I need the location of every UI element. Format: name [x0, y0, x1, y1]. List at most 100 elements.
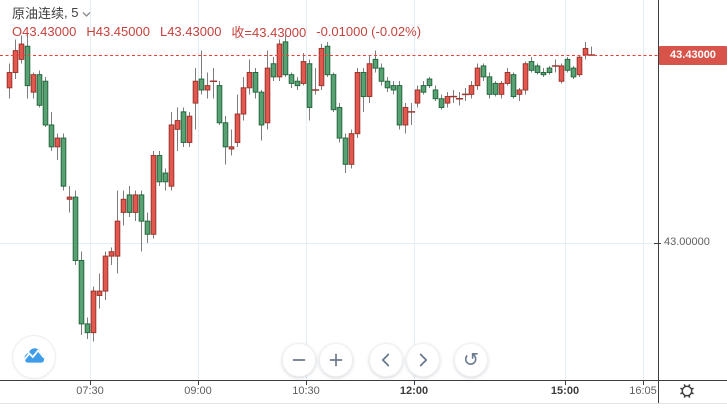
candle-down	[378, 67, 385, 82]
time-axis-label: 15:00	[550, 385, 580, 397]
chevron-right-icon	[419, 353, 428, 367]
candle-doji-up	[449, 95, 458, 98]
ohlc-item: 收=43.43000	[231, 25, 307, 40]
candle-down	[72, 196, 79, 261]
candle-down	[360, 71, 367, 98]
gear-tooth	[688, 384, 691, 387]
settings-gear-icon[interactable]	[677, 381, 697, 401]
gear-tooth	[683, 384, 686, 387]
candle-up	[102, 255, 109, 292]
candle-down	[426, 78, 433, 87]
reset-button[interactable]: ↺	[454, 343, 488, 377]
candle-up	[66, 196, 73, 200]
candle-up	[516, 89, 523, 95]
cloud-chart-logo-icon	[24, 348, 45, 363]
candle-down	[138, 194, 145, 222]
candle-down	[540, 71, 547, 76]
candle-down	[432, 89, 439, 100]
candle-up	[402, 106, 409, 126]
candle-down	[564, 58, 571, 71]
candle-up	[150, 155, 157, 235]
candle-down	[294, 80, 301, 87]
candle-up	[348, 133, 355, 165]
chevron-left-icon	[381, 353, 390, 367]
candle-down	[510, 74, 517, 98]
candle-down	[216, 85, 223, 124]
price-axis-label: 43.00000	[664, 236, 710, 248]
gear-tooth	[680, 392, 683, 395]
candle-up	[90, 290, 97, 334]
candle-down	[156, 155, 163, 183]
candle-doji-up	[311, 89, 320, 91]
chart-header: 原油连续, 5 O43.43000 H43.45000 L43.43000 收=43.…	[12, 4, 421, 40]
pan-left-button[interactable]	[369, 343, 403, 377]
candle-up	[474, 67, 481, 87]
candle-down	[372, 58, 379, 69]
symbol-name[interactable]: 原油连续	[12, 6, 65, 21]
candle-doji-up	[209, 80, 218, 83]
candle-down	[126, 194, 133, 213]
candle-down	[384, 80, 391, 89]
vertical-gridlines	[90, 0, 644, 380]
candle-up	[414, 89, 421, 104]
last-price-badge: 43.43000	[659, 45, 727, 65]
reset-icon: ↺	[463, 349, 479, 371]
candle-up	[444, 96, 451, 104]
symbol-title-row[interactable]: 原油连续, 5	[12, 4, 421, 21]
time-axis-label: 10:30	[292, 385, 320, 397]
candle-up	[114, 220, 121, 257]
candle-up	[12, 50, 19, 73]
candle-doji-up	[551, 65, 560, 67]
candle-down	[270, 63, 277, 78]
candle-doji-up	[407, 111, 416, 113]
candle-down	[342, 137, 349, 165]
candle-up	[246, 71, 253, 89]
candle-up	[186, 115, 193, 143]
time-axis-label: 12:00	[399, 385, 429, 397]
minus-icon	[292, 359, 306, 361]
candles	[6, 33, 596, 342]
time-axis-label: 16:05	[629, 385, 657, 397]
candle-up	[468, 85, 475, 95]
candle-up	[300, 61, 307, 84]
gear-tooth	[688, 395, 691, 398]
candle-up	[18, 43, 25, 60]
zoom-in-button[interactable]	[319, 343, 353, 377]
candle-down	[198, 78, 205, 91]
candle-up	[132, 194, 139, 213]
interval-value[interactable]: 5	[71, 5, 79, 20]
candle-down	[180, 111, 187, 143]
title-separator: ,	[64, 5, 72, 20]
pan-right-button[interactable]	[406, 343, 440, 377]
candle-up	[318, 47, 325, 87]
gear-tooth	[691, 387, 694, 390]
candle-down	[420, 85, 427, 93]
candle-down	[60, 137, 67, 187]
watermark-logo	[12, 335, 56, 379]
candle-up	[30, 74, 37, 93]
time-axis[interactable]: 07:30 09:00 10:30 12:00 15:00 16:05	[0, 381, 727, 405]
candle-down	[324, 45, 331, 76]
candle-down	[528, 61, 535, 71]
chevron-down-icon[interactable]	[82, 6, 91, 21]
candle-down	[330, 74, 337, 111]
ohlc-item: O43.43000	[12, 24, 77, 39]
time-axis-label: 09:00	[184, 385, 212, 397]
candle-up	[522, 63, 529, 91]
gear-tooth	[680, 387, 683, 390]
time-axis-label: 07:30	[76, 385, 104, 397]
zoom-out-button[interactable]	[282, 343, 316, 377]
candle-up	[240, 87, 247, 115]
candle-down	[438, 98, 445, 108]
candle-down	[84, 323, 91, 334]
candle-up	[228, 146, 235, 150]
candle-down	[480, 65, 487, 78]
candle-down	[282, 41, 289, 76]
candle-down	[546, 67, 553, 73]
candle-down	[288, 74, 295, 84]
candle-down	[78, 259, 85, 325]
candle-up	[264, 67, 271, 124]
candle-up	[366, 63, 373, 98]
candle-down	[24, 45, 31, 87]
